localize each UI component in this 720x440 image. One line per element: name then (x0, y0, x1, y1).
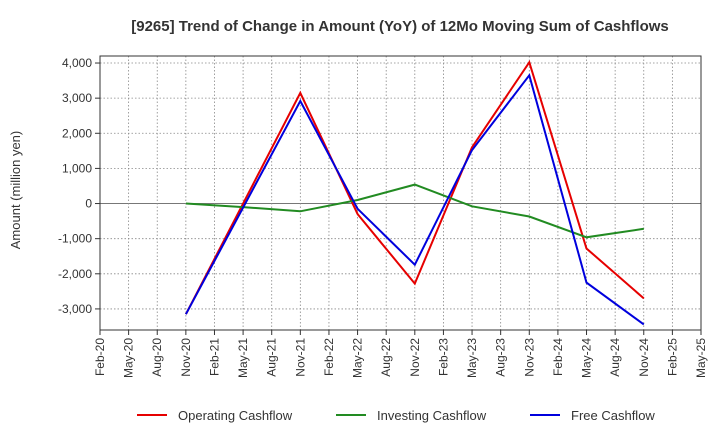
x-tick-label: Nov-24 (637, 338, 651, 377)
x-tick-label: May-23 (465, 338, 479, 378)
y-tick-label: 1,000 (62, 161, 92, 175)
x-tick-label: Aug-22 (379, 338, 393, 377)
free-cashflow-legend-label: Free Cashflow (571, 408, 655, 423)
series-lines (185, 60, 645, 326)
x-tick-label: May-24 (580, 338, 594, 378)
y-tick-label: 0 (85, 197, 92, 211)
x-tick-label: Nov-20 (179, 338, 193, 377)
x-tick-label: Feb-25 (665, 338, 679, 376)
operating-cashflow-legend-label: Operating Cashflow (178, 408, 293, 423)
x-tick-label: Feb-20 (93, 338, 107, 376)
operating-cashflow-line (185, 60, 645, 315)
investing-cashflow-legend-label: Investing Cashflow (377, 408, 487, 423)
free-cashflow-line (185, 73, 645, 326)
x-tick-label: Aug-24 (608, 338, 622, 377)
x-tick-label: Aug-21 (265, 338, 279, 377)
x-tick-label: Aug-23 (494, 338, 508, 377)
x-tick-label: Aug-20 (150, 338, 164, 377)
investing-cashflow-line (185, 183, 644, 239)
x-tick-label: May-20 (122, 338, 136, 378)
x-tick-label: May-21 (236, 338, 250, 378)
grid (99, 56, 702, 330)
y-axis-label: Amount (million yen) (8, 131, 23, 250)
x-tick-label: May-22 (351, 338, 365, 378)
y-tick-label: 4,000 (62, 56, 92, 70)
y-tick-label: -3,000 (58, 302, 92, 316)
x-tick-label: May-25 (694, 338, 708, 378)
legend: Operating Cashflow Investing Cashflow Free… (137, 408, 655, 423)
x-tick-label: Nov-22 (408, 338, 422, 377)
x-tick-label: Feb-24 (551, 338, 565, 376)
y-tick-label: -2,000 (58, 267, 92, 281)
y-tick-label: 2,000 (62, 126, 92, 140)
chart-title: [9265] Trend of Change in Amount (YoY) o… (131, 18, 669, 35)
x-tick-label: Feb-23 (436, 338, 450, 376)
x-tick-label: Feb-22 (322, 338, 336, 376)
axes: 4,000 3,000 2,000 1,000 0 -1,000 -2,000 -3,000 F… (58, 55, 708, 378)
x-tick-label: Feb-21 (207, 338, 221, 376)
plot-area (100, 56, 701, 330)
y-tick-label: -1,000 (58, 232, 92, 246)
y-tick-label: 3,000 (62, 91, 92, 105)
x-tick-label: Nov-23 (522, 338, 536, 377)
plot-border (99, 55, 702, 331)
x-tick-label: Nov-21 (293, 338, 307, 377)
